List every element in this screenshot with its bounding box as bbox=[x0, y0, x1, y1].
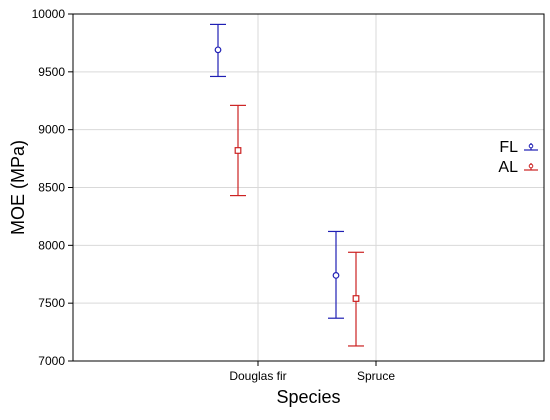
series-group bbox=[210, 23, 364, 347]
legend-item-fl: FL bbox=[499, 139, 538, 156]
legend-label: FL bbox=[499, 139, 518, 156]
series-fl bbox=[210, 23, 344, 319]
grid bbox=[73, 13, 544, 362]
mean-point bbox=[214, 46, 222, 54]
y-axis-title: MOE (MPa) bbox=[8, 140, 28, 235]
legend: FL AL bbox=[498, 139, 538, 176]
y-tick-label: 8000 bbox=[38, 238, 65, 252]
x-axis-title: Species bbox=[276, 387, 340, 407]
x-tick-label: Spruce bbox=[357, 369, 395, 383]
y-tick-label: 7000 bbox=[38, 354, 65, 368]
series-al bbox=[230, 104, 364, 347]
legend-item-al: AL bbox=[498, 159, 538, 176]
mean-point bbox=[234, 147, 242, 154]
legend-swatch-marker bbox=[528, 163, 534, 169]
x-tick-label: Douglas fir bbox=[229, 369, 286, 383]
y-tick-label: 10000 bbox=[32, 7, 66, 21]
legend-swatch-marker bbox=[528, 143, 534, 149]
y-axis: 7000 7500 8000 8500 9000 9500 10000 bbox=[32, 7, 73, 368]
mean-point bbox=[352, 295, 360, 302]
x-axis: Douglas fir Spruce bbox=[229, 361, 395, 383]
mean-point bbox=[332, 272, 340, 279]
y-tick-label: 9500 bbox=[38, 65, 65, 79]
y-tick-label: 7500 bbox=[38, 296, 65, 310]
y-tick-label: 9000 bbox=[38, 123, 65, 137]
legend-label: AL bbox=[498, 159, 518, 176]
y-tick-label: 8500 bbox=[38, 181, 65, 195]
